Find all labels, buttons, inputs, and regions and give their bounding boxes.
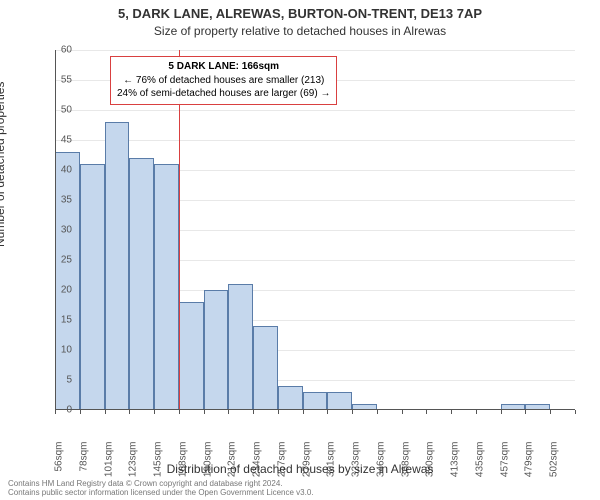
plot-area: 5 DARK LANE: 166sqm ← 76% of detached ho… — [55, 50, 575, 410]
y-axis-label: Number of detached properties — [0, 227, 7, 247]
x-tick-mark — [154, 410, 155, 414]
y-tick-label: 20 — [32, 285, 72, 296]
x-tick-mark — [525, 410, 526, 414]
y-tick-label: 40 — [32, 165, 72, 176]
chart-container: 5, DARK LANE, ALREWAS, BURTON-ON-TRENT, … — [0, 0, 600, 500]
x-tick-mark — [278, 410, 279, 414]
x-tick-mark — [377, 410, 378, 414]
x-tick-mark — [352, 410, 353, 414]
histogram-bar — [303, 392, 328, 410]
y-tick-label: 30 — [32, 225, 72, 236]
chart-subtitle: Size of property relative to detached ho… — [0, 24, 600, 38]
x-axis-line — [55, 409, 575, 410]
x-tick-mark — [327, 410, 328, 414]
y-tick-label: 35 — [32, 195, 72, 206]
histogram-bar — [80, 164, 105, 410]
x-tick-mark — [55, 410, 56, 414]
x-axis-label: Distribution of detached houses by size … — [0, 462, 600, 476]
x-tick-mark — [402, 410, 403, 414]
x-tick-mark — [80, 410, 81, 414]
grid-line — [55, 140, 575, 141]
y-tick-label: 10 — [32, 345, 72, 356]
histogram-bar — [253, 326, 278, 410]
x-tick-mark — [303, 410, 304, 414]
grid-line — [55, 50, 575, 51]
histogram-bar — [228, 284, 253, 410]
grid-line — [55, 110, 575, 111]
x-tick-mark — [426, 410, 427, 414]
footer-text: Contains HM Land Registry data © Crown c… — [8, 479, 314, 498]
chart-title: 5, DARK LANE, ALREWAS, BURTON-ON-TRENT, … — [0, 6, 600, 21]
y-tick-label: 25 — [32, 255, 72, 266]
annotation-smaller: ← 76% of detached houses are smaller (21… — [117, 74, 330, 88]
y-tick-label: 15 — [32, 315, 72, 326]
histogram-bar — [105, 122, 130, 410]
x-tick-mark — [575, 410, 576, 414]
histogram-bar — [129, 158, 154, 410]
y-tick-label: 45 — [32, 135, 72, 146]
x-tick-mark — [204, 410, 205, 414]
y-tick-label: 60 — [32, 45, 72, 56]
annotation-box: 5 DARK LANE: 166sqm ← 76% of detached ho… — [110, 56, 337, 105]
annotation-larger: 24% of semi-detached houses are larger (… — [117, 87, 330, 101]
histogram-bar — [55, 152, 80, 410]
x-tick-mark — [179, 410, 180, 414]
y-tick-label: 55 — [32, 75, 72, 86]
x-tick-mark — [501, 410, 502, 414]
x-tick-mark — [550, 410, 551, 414]
histogram-bar — [154, 164, 179, 410]
histogram-bar — [179, 302, 204, 410]
x-tick-mark — [253, 410, 254, 414]
x-tick-mark — [228, 410, 229, 414]
x-tick-mark — [105, 410, 106, 414]
x-tick-mark — [451, 410, 452, 414]
histogram-bar — [278, 386, 303, 410]
histogram-bar — [204, 290, 229, 410]
footer-line1: Contains HM Land Registry data © Crown c… — [8, 479, 314, 489]
x-tick-mark — [476, 410, 477, 414]
annotation-title: 5 DARK LANE: 166sqm — [117, 60, 330, 74]
footer-line2: Contains public sector information licen… — [8, 488, 314, 498]
x-tick-mark — [129, 410, 130, 414]
y-tick-label: 0 — [32, 405, 72, 416]
y-tick-label: 5 — [32, 375, 72, 386]
histogram-bar — [327, 392, 352, 410]
y-tick-label: 50 — [32, 105, 72, 116]
